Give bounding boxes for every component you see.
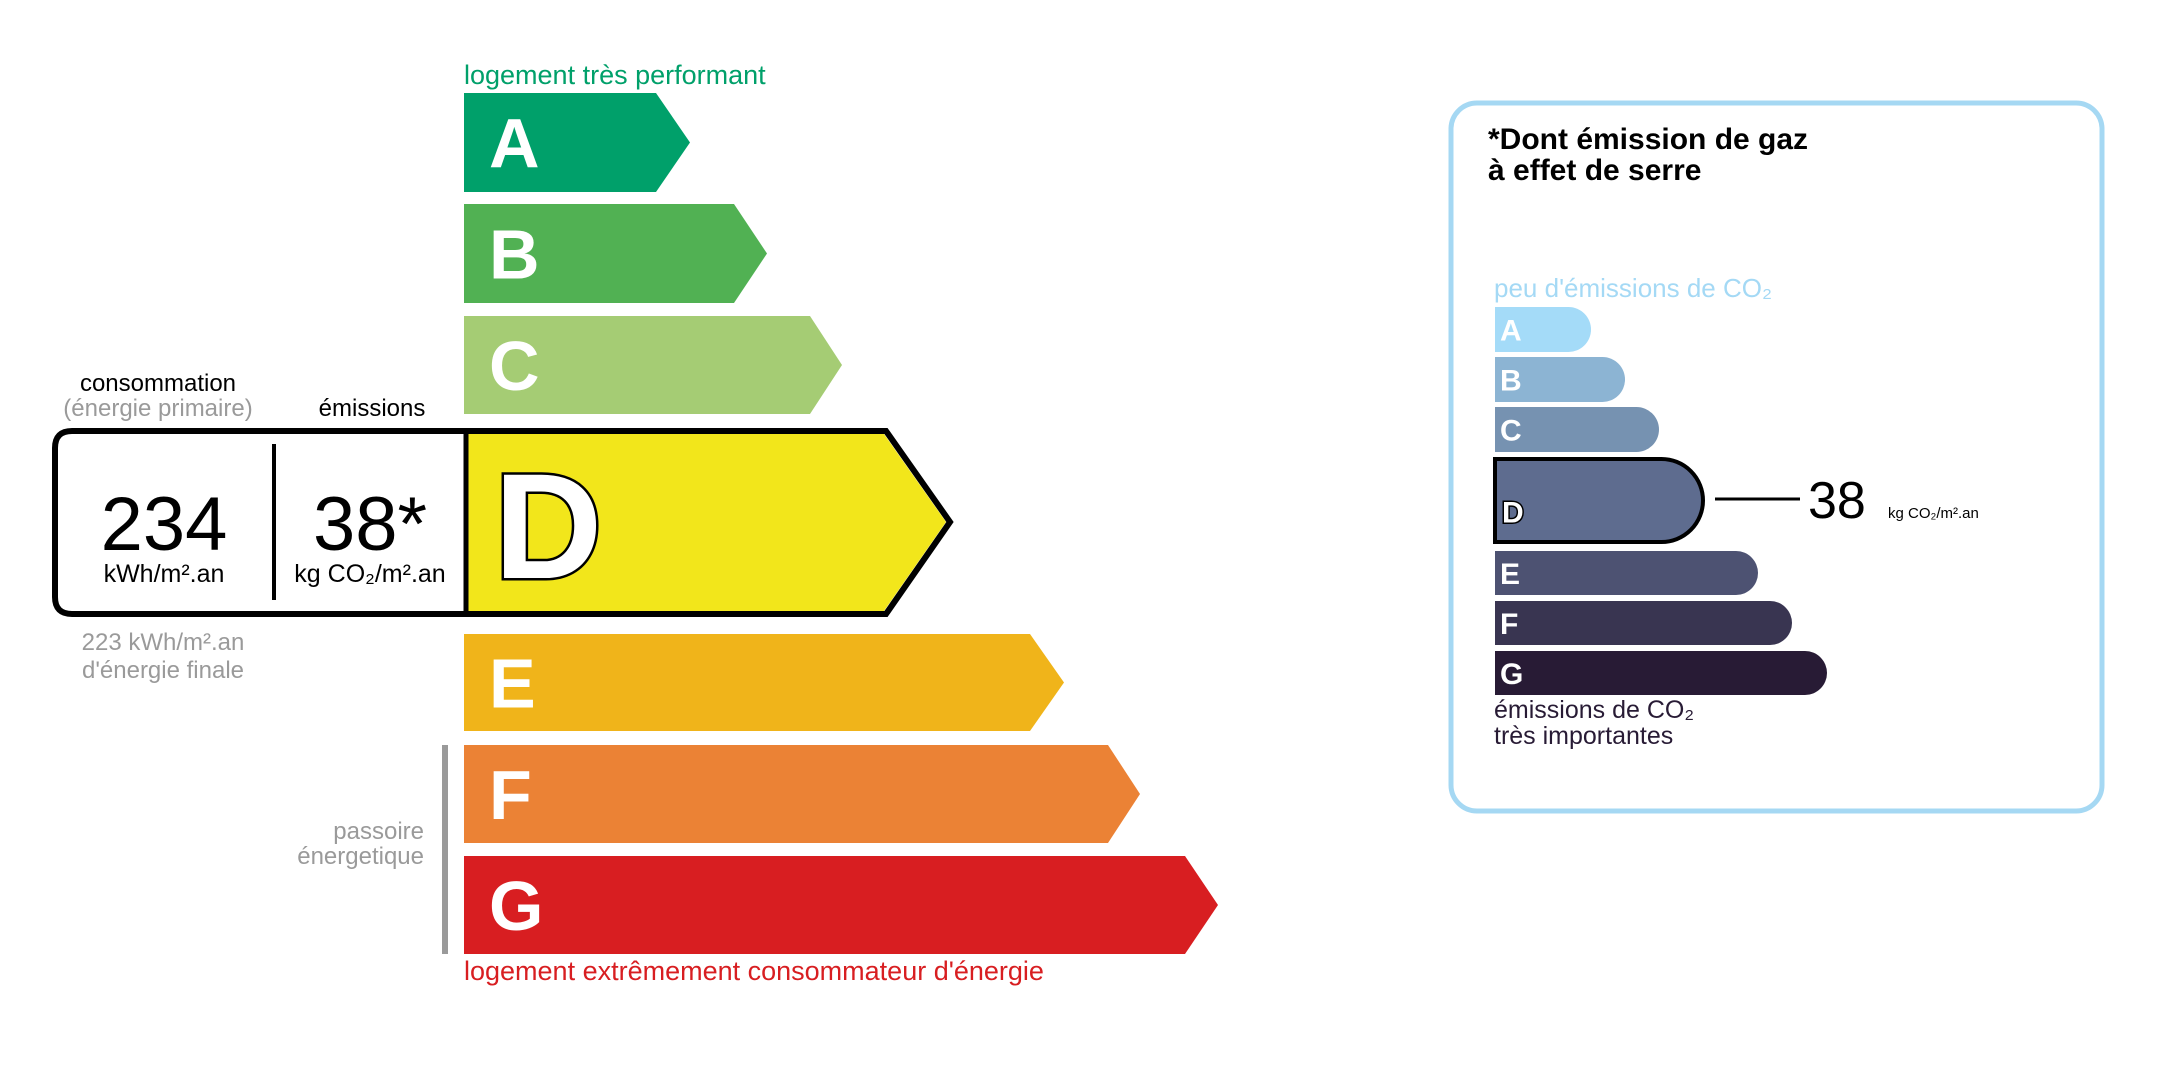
energy-bar-G [464,856,1218,954]
energy-class-letter-A: A [489,105,540,183]
emissions-unit: kg CO₂/m².an [294,560,445,588]
ghg-class-letter-A: A [1500,315,1522,348]
ghg-bar-F [1495,601,1792,645]
energy-class-letter-C: C [489,327,540,405]
ghg-title-2: à effet de serre [1488,154,1701,187]
ghg-bottom-label-2: très importantes [1494,722,1673,750]
final-energy-label: d'énergie finale [82,657,244,684]
passoire-label-1: passoire [333,818,424,845]
ghg-bar-D [1493,457,1705,544]
ghg-bar-G [1495,651,1827,695]
top-label: logement très performant [464,60,766,90]
consumption-header: consommation [80,370,236,397]
energy-class-letter-F: F [489,756,532,834]
energy-bar-D [466,434,946,611]
ghg-top-label: peu d'émissions de CO₂ [1494,273,1772,303]
energy-bar-F [464,745,1140,843]
energy-bar-C [464,316,842,414]
ghg-class-letter-C: C [1500,415,1522,448]
energy-class-letter-G: G [489,867,543,945]
ghg-class-letter-D: D [1502,497,1524,530]
ghg-bar-E [1495,551,1758,595]
passoire-label-2: énergetique [297,843,424,870]
final-energy-value: 223 kWh/m².an [82,629,245,656]
ghg-value: 38 [1808,472,1866,530]
energy-bar-E [464,634,1064,731]
ghg-class-letter-E: E [1500,558,1520,591]
emissions-header: émissions [319,395,426,422]
ghg-class-letter-G: G [1500,658,1523,691]
passoire-bar [442,745,448,954]
ghg-unit: kg CO₂/m².an [1888,505,1979,522]
ghg-class-letter-B: B [1500,365,1522,398]
ghg-bottom-label-1: émissions de CO₂ [1494,696,1694,724]
consumption-unit: kWh/m².an [104,560,225,588]
energy-class-letter-E: E [489,645,536,723]
energy-bar-B [464,204,767,303]
energy-bar-A [464,93,690,192]
ghg-bar-A [1495,307,1591,352]
emissions-value: 38* [313,482,427,567]
ghg-class-letter-F: F [1500,608,1518,641]
ghg-title-1: *Dont émission de gaz [1488,123,1808,156]
bottom-label: logement extrêmement consommateur d'éner… [464,956,1044,986]
ghg-bar-B [1495,357,1625,402]
consumption-sub: (énergie primaire) [63,395,252,422]
consumption-value: 234 [101,482,228,567]
ghg-bar-C [1495,407,1660,452]
energy-class-letter-B: B [489,216,540,294]
current-class-letter: D [494,442,602,610]
